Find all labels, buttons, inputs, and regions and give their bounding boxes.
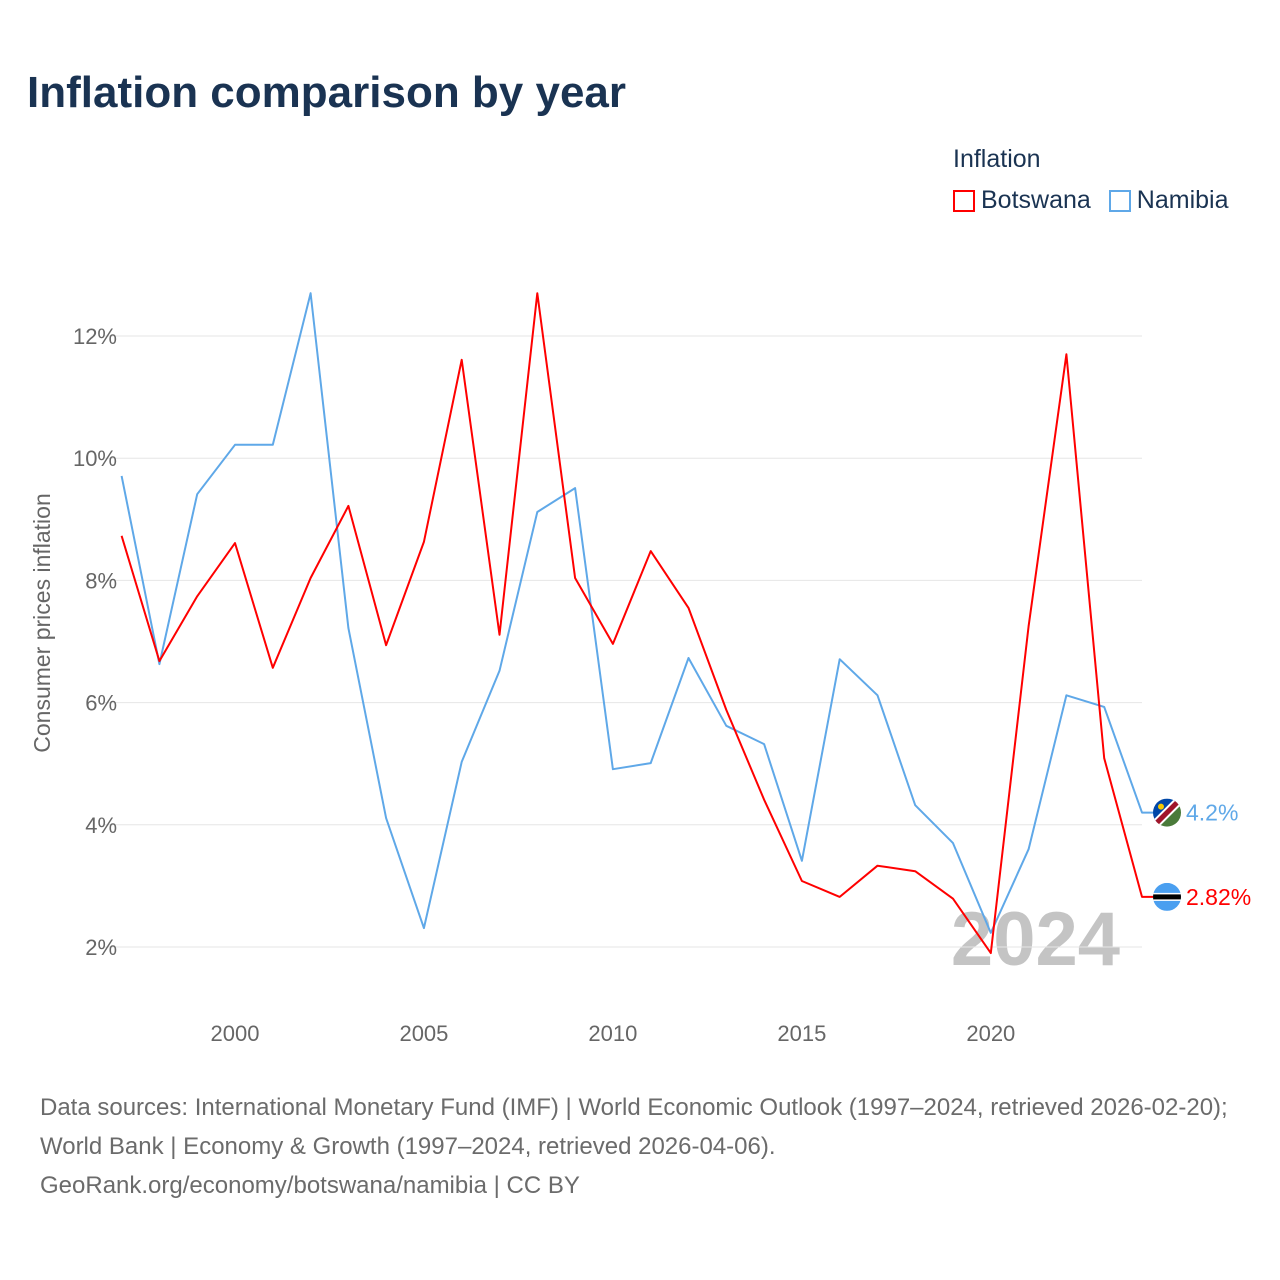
y-tick-label: 10% <box>73 446 117 471</box>
year-watermark: 2024 <box>951 897 1120 982</box>
legend-item-botswana[interactable]: Botswana <box>953 186 1091 215</box>
end-label-botswana: 2.82% <box>1186 884 1251 910</box>
x-tick-label: 2020 <box>966 1021 1015 1046</box>
legend-label: Namibia <box>1136 186 1229 214</box>
footer: Data sources: International Monetary Fun… <box>40 1088 1250 1205</box>
y-tick-label: 8% <box>85 568 117 593</box>
legend-label: Botswana <box>981 186 1091 214</box>
y-tick-label: 12% <box>73 324 117 349</box>
legend-item-namibia[interactable]: Namibia <box>1108 186 1229 215</box>
x-tick-label: 2010 <box>588 1021 637 1046</box>
flag-botswana-icon <box>1153 882 1181 911</box>
legend-swatch-botswana <box>953 189 975 212</box>
x-tick-label: 2000 <box>211 1021 260 1046</box>
end-label-namibia: 4.2% <box>1186 800 1238 826</box>
x-tick-label: 2005 <box>399 1021 448 1046</box>
legend-title: Inflation <box>953 145 1041 173</box>
series-line-botswana <box>120 292 1155 955</box>
legend-swatch-namibia <box>1108 189 1131 212</box>
legend: Botswana Namibia <box>953 186 1229 215</box>
x-tick-label: 2015 <box>777 1021 826 1046</box>
credit-link[interactable]: GeoRank.org/economy/botswana/namibia | C… <box>40 1172 580 1199</box>
chart-title: Inflation comparison by year <box>27 68 627 117</box>
y-axis-label: Consumer prices inflation <box>29 493 55 753</box>
y-tick-label: 4% <box>85 813 117 838</box>
y-tick-label: 2% <box>85 935 117 960</box>
flag-namibia-icon <box>1153 798 1181 827</box>
data-sources: Data sources: International Monetary Fun… <box>40 1094 1228 1160</box>
y-tick-label: 6% <box>85 691 117 716</box>
series-line-namibia <box>120 292 1155 934</box>
line-chart: 2024 2% 4% 6% 8% 10% 12% 2000 2005 2010 2015 2020 Co… <box>29 292 1251 1046</box>
